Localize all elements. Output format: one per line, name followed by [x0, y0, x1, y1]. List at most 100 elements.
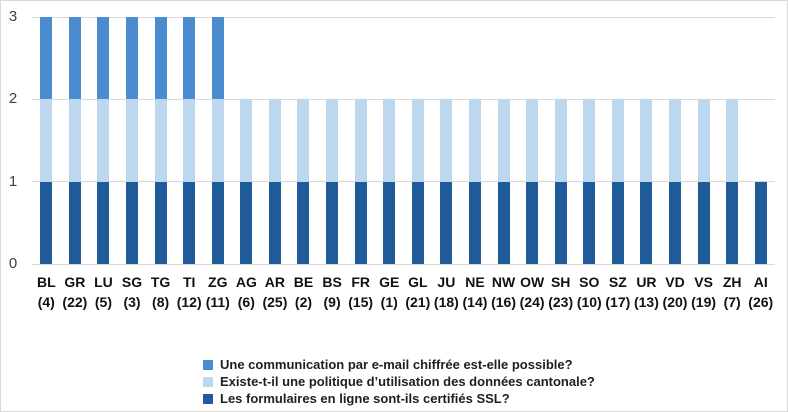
x-label-rank: (16) [491, 294, 516, 310]
x-label-rank: (23) [548, 294, 574, 310]
x-label-rank: (22) [62, 294, 88, 310]
x-label-rank: (24) [519, 294, 545, 310]
x-label-rank: (20) [662, 294, 688, 310]
bar-segment [211, 181, 224, 264]
bar-segment [211, 17, 224, 100]
y-tick-label: 3 [8, 8, 18, 25]
x-label-code: OW [520, 274, 545, 290]
bar-segment [183, 17, 196, 100]
bar-segment [526, 181, 539, 264]
bar-segment [497, 99, 510, 182]
x-label-rank: (26) [748, 294, 774, 310]
bar-segment [354, 181, 367, 264]
x-label-code: ZH [722, 274, 742, 290]
bar-segment [526, 99, 539, 182]
x-label-code: BE [293, 274, 314, 290]
bar-segment [154, 99, 167, 182]
bar-segment [297, 181, 310, 264]
x-label-code: AG [235, 274, 257, 290]
bar-segment [211, 99, 224, 182]
x-label-rank: (5) [94, 294, 112, 310]
x-label-ag: AG (6) [232, 272, 261, 312]
bar-segment [268, 181, 281, 264]
x-label-code: FR [351, 274, 370, 290]
bars [32, 17, 775, 264]
x-axis-labels: BL (4) GR (22) LU (5) SG (3) TG (8) TI (12) ZG (11) AG… [32, 272, 775, 312]
bar-be [289, 17, 318, 264]
bar-zg [203, 17, 232, 264]
bar-segment [640, 181, 653, 264]
bar-lu [89, 17, 118, 264]
bar-ti [175, 17, 204, 264]
bar-segment [440, 99, 453, 182]
x-label-code: GE [379, 274, 400, 290]
bar-sz [604, 17, 633, 264]
x-label-bs: BS (9) [318, 272, 347, 312]
x-label-rank: (7) [723, 294, 741, 310]
x-label-rank: (25) [262, 294, 288, 310]
legend-label: Les formulaires en ligne sont-ils certif… [220, 391, 510, 406]
gridline [32, 98, 775, 100]
x-label-ju: JU (18) [432, 272, 461, 312]
bar-ar [261, 17, 290, 264]
x-label-so: SO (10) [575, 272, 604, 312]
bar-gl [404, 17, 433, 264]
x-label-gr: GR (22) [61, 272, 90, 312]
bar-segment [97, 99, 110, 182]
bar-segment [154, 181, 167, 264]
x-label-code: SH [550, 274, 571, 290]
x-label-be: BE (2) [289, 272, 318, 312]
legend-swatch-icon [203, 393, 213, 404]
bar-segment [126, 99, 139, 182]
bar-segment [97, 181, 110, 264]
bar-segment [297, 99, 310, 182]
x-label-rank: (4) [37, 294, 55, 310]
x-label-tg: TG (8) [146, 272, 175, 312]
bar-segment [640, 99, 653, 182]
x-label-zg: ZG (11) [203, 272, 232, 312]
x-label-rank: (3) [123, 294, 141, 310]
x-label-rank: (19) [691, 294, 717, 310]
bar-sg [118, 17, 147, 264]
x-label-rank: (1) [380, 294, 398, 310]
legend-item: Une communication par e-mail chiffrée es… [203, 356, 595, 373]
x-label-ow: OW (24) [518, 272, 547, 312]
legend-item: Les formulaires en ligne sont-ils certif… [203, 390, 595, 407]
bar-segment [68, 99, 81, 182]
x-label-rank: (13) [633, 294, 659, 310]
bar-segment [611, 99, 624, 182]
bar-segment [40, 17, 53, 100]
x-label-rank: (14) [462, 294, 488, 310]
x-label-code: NE [465, 274, 485, 290]
x-label-bl: BL (4) [32, 272, 61, 312]
bar-segment [326, 99, 339, 182]
bar-so [575, 17, 604, 264]
x-label-code: JU [437, 274, 456, 290]
x-label-rank: (2) [294, 294, 313, 310]
x-label-code: TI [182, 274, 196, 290]
gridline [32, 181, 775, 183]
bar-segment [726, 181, 739, 264]
bar-segment [669, 181, 681, 264]
bar-segment [40, 99, 53, 182]
x-label-sz: SZ (17) [604, 272, 633, 312]
x-label-code: GL [408, 274, 428, 290]
bar-segment [583, 99, 596, 182]
bar-segment [554, 99, 567, 182]
bar-tg [146, 17, 175, 264]
x-label-sg: SG (3) [118, 272, 147, 312]
bar-ne [461, 17, 490, 264]
x-label-rank: (10) [576, 294, 602, 310]
bar-segment [754, 181, 767, 264]
bar-segment [411, 99, 424, 182]
x-label-code: BS [322, 274, 342, 290]
x-label-code: AR [264, 274, 286, 290]
legend-label: Une communication par e-mail chiffrée es… [220, 357, 573, 372]
bar-segment [354, 99, 367, 182]
bar-bl [32, 17, 61, 264]
x-label-ne: NE (14) [461, 272, 490, 312]
x-label-sh: SH (23) [546, 272, 575, 312]
x-label-code: VD [665, 274, 685, 290]
legend-swatch-icon [203, 376, 213, 387]
x-label-rank: (11) [205, 294, 230, 310]
